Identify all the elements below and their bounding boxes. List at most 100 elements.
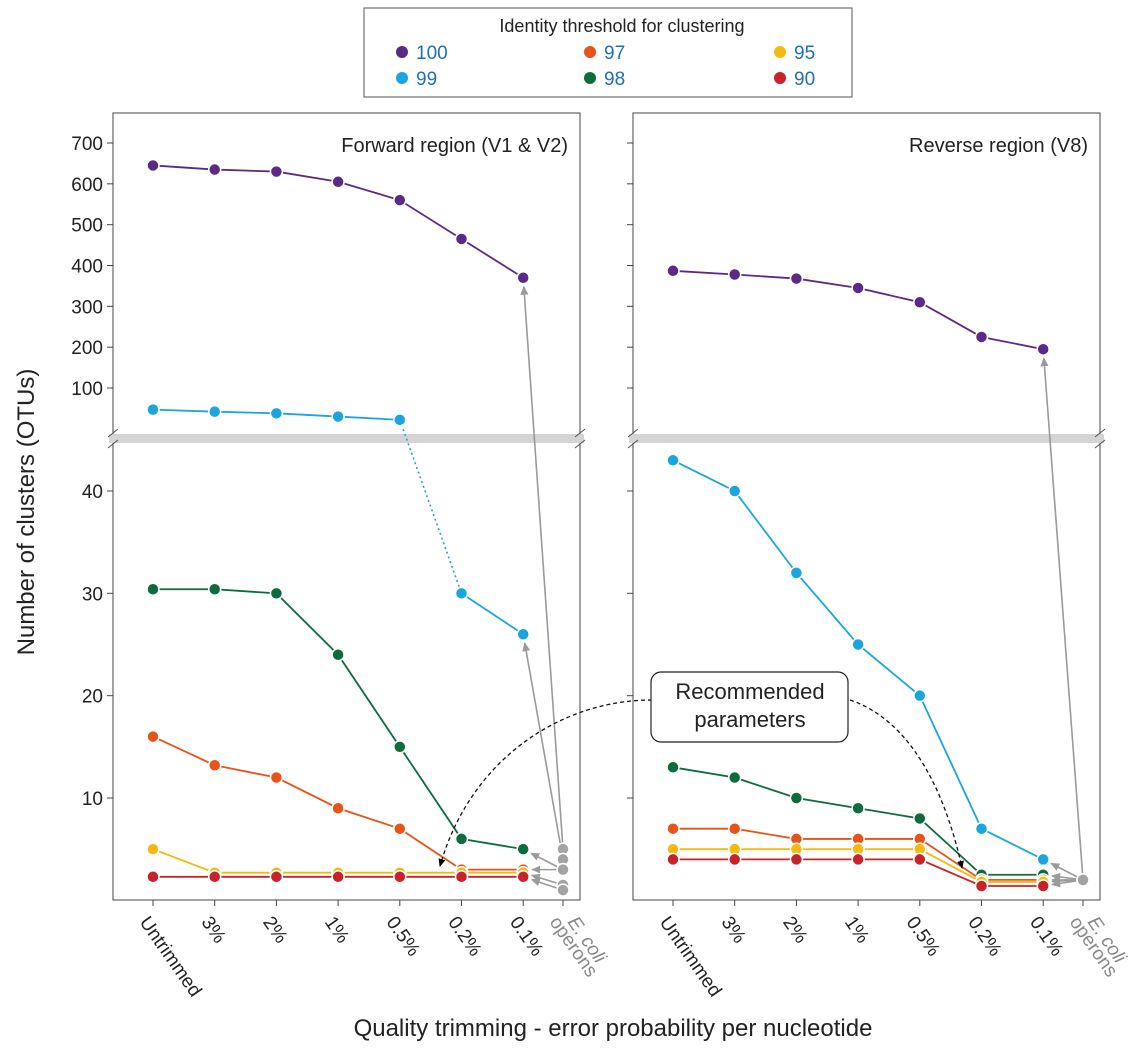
data-point bbox=[666, 453, 680, 468]
legend-label-97: 97 bbox=[604, 43, 625, 64]
legend-entry-100: 100 bbox=[396, 43, 448, 64]
axis-break-mark bbox=[627, 439, 639, 449]
y-tick-label: 200 bbox=[71, 338, 103, 359]
x-tick-label: 0.5% bbox=[382, 913, 424, 961]
data-point bbox=[269, 770, 284, 785]
x-tick-label: 0.2% bbox=[443, 913, 485, 961]
data-point bbox=[727, 770, 742, 785]
legend-marker-90 bbox=[774, 72, 786, 84]
annotation-arrow-forward bbox=[438, 699, 653, 867]
data-point bbox=[454, 586, 469, 601]
ecoli-arrow bbox=[1040, 357, 1084, 880]
data-point bbox=[913, 811, 927, 826]
data-point bbox=[146, 870, 160, 884]
legend-label-99: 99 bbox=[416, 69, 437, 90]
data-point bbox=[146, 158, 160, 173]
x-tick-label: 3% bbox=[197, 913, 230, 948]
legend-marker-95 bbox=[774, 46, 786, 58]
annotation-text: Recommended bbox=[675, 679, 824, 704]
y-tick-label: 40 bbox=[82, 482, 103, 503]
legend-label-100: 100 bbox=[416, 43, 448, 64]
data-point bbox=[851, 801, 865, 815]
data-point bbox=[666, 852, 680, 867]
legend-box bbox=[363, 7, 853, 98]
y-tick-label: 300 bbox=[71, 297, 103, 318]
data-point bbox=[331, 801, 345, 815]
x-tick-label: 1% bbox=[320, 913, 353, 948]
y-tick-label: 100 bbox=[71, 379, 103, 400]
data-point bbox=[269, 164, 284, 179]
data-point bbox=[913, 295, 927, 309]
data-point bbox=[851, 852, 865, 867]
ecoli-arrow bbox=[522, 642, 564, 860]
data-point bbox=[727, 484, 742, 498]
data-point bbox=[913, 852, 927, 867]
recommended-parameters-annotation: Recommended parameters bbox=[438, 671, 964, 869]
annotation-box bbox=[650, 671, 849, 743]
legend: Identity threshold for clustering 100 97 9… bbox=[363, 7, 853, 98]
data-point bbox=[516, 842, 530, 856]
data-point bbox=[269, 406, 284, 421]
panel-title: Reverse region (V8) bbox=[909, 135, 1088, 157]
series-100 bbox=[146, 158, 530, 285]
data-point bbox=[207, 582, 222, 596]
data-point bbox=[146, 582, 160, 596]
panel-frame bbox=[112, 112, 581, 901]
data-point bbox=[974, 879, 989, 893]
data-point bbox=[913, 688, 927, 703]
x-tick-label: Untrimmed bbox=[655, 913, 725, 1001]
data-point bbox=[207, 404, 222, 419]
data-point bbox=[666, 760, 680, 775]
data-point bbox=[1036, 879, 1050, 893]
ecoli-point bbox=[556, 862, 570, 877]
series-90 bbox=[666, 852, 1050, 893]
panel-title: Forward region (V1 & V2) bbox=[341, 135, 568, 157]
panel-frame bbox=[632, 112, 1101, 901]
y-tick-label: 30 bbox=[82, 584, 103, 605]
x-tick-label: 1% bbox=[840, 913, 873, 948]
legend-marker-97 bbox=[584, 46, 596, 58]
legend-label-90: 90 bbox=[794, 69, 815, 90]
data-point bbox=[269, 870, 284, 884]
data-point bbox=[393, 821, 407, 836]
data-point bbox=[851, 281, 865, 295]
series-100 bbox=[666, 264, 1050, 356]
data-point bbox=[331, 870, 345, 884]
legend-entry-90: 90 bbox=[774, 69, 815, 90]
legend-label-95: 95 bbox=[794, 43, 815, 64]
legend-marker-99 bbox=[396, 72, 408, 84]
data-point bbox=[727, 852, 742, 867]
annotation-text: parameters bbox=[694, 707, 805, 732]
ecoli-point bbox=[1076, 873, 1090, 887]
data-point bbox=[146, 842, 160, 856]
data-point bbox=[727, 267, 742, 282]
data-point bbox=[727, 821, 742, 836]
axis-break-mark bbox=[574, 439, 586, 449]
legend-marker-100 bbox=[396, 46, 408, 58]
data-point bbox=[1036, 342, 1050, 356]
series-break-line bbox=[399, 419, 463, 594]
series-line bbox=[672, 459, 1044, 861]
x-tick-label: Untrimmed bbox=[135, 913, 205, 1001]
data-point bbox=[393, 193, 407, 207]
legend-entry-97: 97 bbox=[584, 43, 625, 64]
axis-break bbox=[629, 434, 1104, 443]
axis-break-mark bbox=[107, 428, 119, 438]
axis-break-mark bbox=[1094, 439, 1106, 449]
x-axis-label: Quality trimming - error probability per… bbox=[354, 1015, 873, 1042]
x-tick-label: 0.2% bbox=[963, 913, 1005, 961]
series-98 bbox=[146, 582, 530, 856]
axis-break bbox=[109, 434, 584, 443]
annotation-arrow-reverse bbox=[849, 699, 964, 869]
y-tick-label: 10 bbox=[82, 789, 103, 810]
data-point bbox=[1036, 852, 1050, 867]
y-tick-label: 400 bbox=[71, 257, 103, 278]
legend-entry-98: 98 bbox=[584, 69, 625, 90]
data-point bbox=[393, 870, 407, 884]
legend-entry-99: 99 bbox=[396, 69, 437, 90]
data-point bbox=[666, 264, 680, 278]
series-line bbox=[461, 592, 524, 636]
y-tick-label: 600 bbox=[71, 175, 103, 196]
data-point bbox=[789, 566, 804, 580]
data-point bbox=[851, 637, 865, 652]
